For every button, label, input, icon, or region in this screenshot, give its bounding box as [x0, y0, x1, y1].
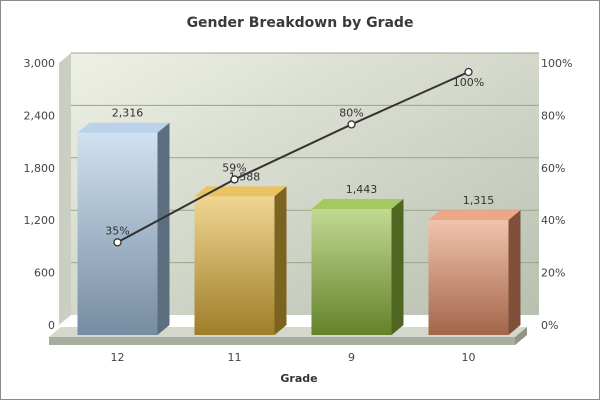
chart-title: Gender Breakdown by Grade [186, 15, 414, 31]
bar-top [194, 186, 287, 197]
y2-tick-label: 100% [541, 57, 572, 70]
chart-floor-top [49, 327, 527, 337]
y-tick-label: 600 [34, 267, 55, 280]
x-tick-label: 11 [228, 351, 242, 364]
line-value-label: 35% [105, 224, 129, 237]
bar [194, 196, 275, 335]
bar [77, 132, 158, 335]
chart-floor-side [515, 327, 527, 345]
x-tick-label: 12 [111, 351, 125, 364]
y2-tick-label: 40% [541, 214, 565, 227]
y-tick-label: 0 [48, 319, 55, 332]
bar-top [428, 210, 521, 221]
chart-side-wall [59, 53, 71, 325]
y-tick-label: 1,800 [24, 162, 56, 175]
y-tick-label: 3,000 [24, 57, 56, 70]
line-series [117, 71, 469, 244]
line-point [347, 120, 356, 129]
y2-tick-label: 60% [541, 162, 565, 175]
line-value-label: 100% [453, 76, 484, 89]
x-axis-title: Grade [280, 372, 317, 385]
y2-tick-label: 80% [541, 109, 565, 122]
line-point [230, 175, 239, 184]
bar-top [311, 198, 404, 209]
y-tick-label: 1,200 [24, 214, 56, 227]
bar-top [77, 122, 170, 133]
bar-value-label: 1,315 [463, 194, 495, 207]
y2-tick-label: 0% [541, 319, 558, 332]
x-tick-label: 10 [462, 351, 476, 364]
line-point [113, 238, 122, 247]
chart-floor-front [49, 337, 515, 345]
y2-tick-label: 20% [541, 267, 565, 280]
line-value-label: 80% [339, 106, 363, 119]
bar-side [274, 186, 287, 335]
y-tick-label: 2,400 [24, 109, 56, 122]
bar-side [391, 198, 404, 335]
bar-value-label: 2,316 [112, 107, 144, 120]
bar [311, 208, 392, 335]
line-point [464, 67, 473, 77]
bar-side [157, 122, 170, 336]
bar-side [508, 210, 521, 335]
bar-value-label: 1,443 [346, 183, 378, 196]
x-tick-label: 9 [348, 351, 355, 364]
bar [428, 220, 509, 335]
line-value-label: 59% [222, 161, 246, 174]
